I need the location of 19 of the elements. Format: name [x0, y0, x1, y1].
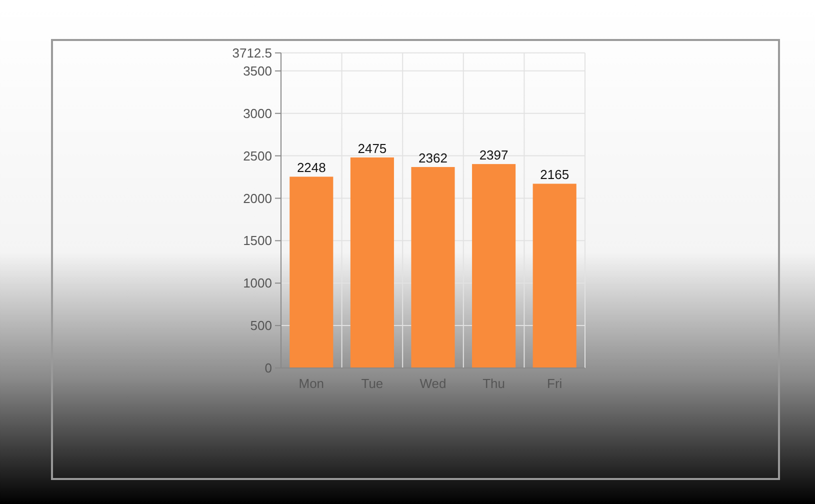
- y-tick-label: 3500: [243, 63, 272, 78]
- bar: [532, 184, 576, 368]
- y-tick-label: 500: [250, 318, 272, 334]
- y-tick-label: 3000: [243, 106, 272, 121]
- data-label: 2475: [358, 140, 387, 156]
- y-tick-label: 1500: [243, 233, 272, 248]
- bar: [472, 164, 516, 368]
- bar: [350, 157, 394, 368]
- bar: [411, 167, 455, 368]
- y-tick-label: 2000: [243, 190, 272, 206]
- y-tick-label: 1000: [243, 276, 272, 291]
- y-tick-label: 3712.5: [232, 45, 272, 60]
- data-label: 2397: [479, 148, 508, 163]
- data-label: 2362: [418, 150, 448, 166]
- y-tick-label: 2500: [243, 148, 272, 164]
- bar: [290, 176, 334, 368]
- data-label: 2248: [296, 160, 326, 176]
- y-tick-label: 0: [264, 360, 272, 376]
- data-label: 2165: [540, 167, 570, 182]
